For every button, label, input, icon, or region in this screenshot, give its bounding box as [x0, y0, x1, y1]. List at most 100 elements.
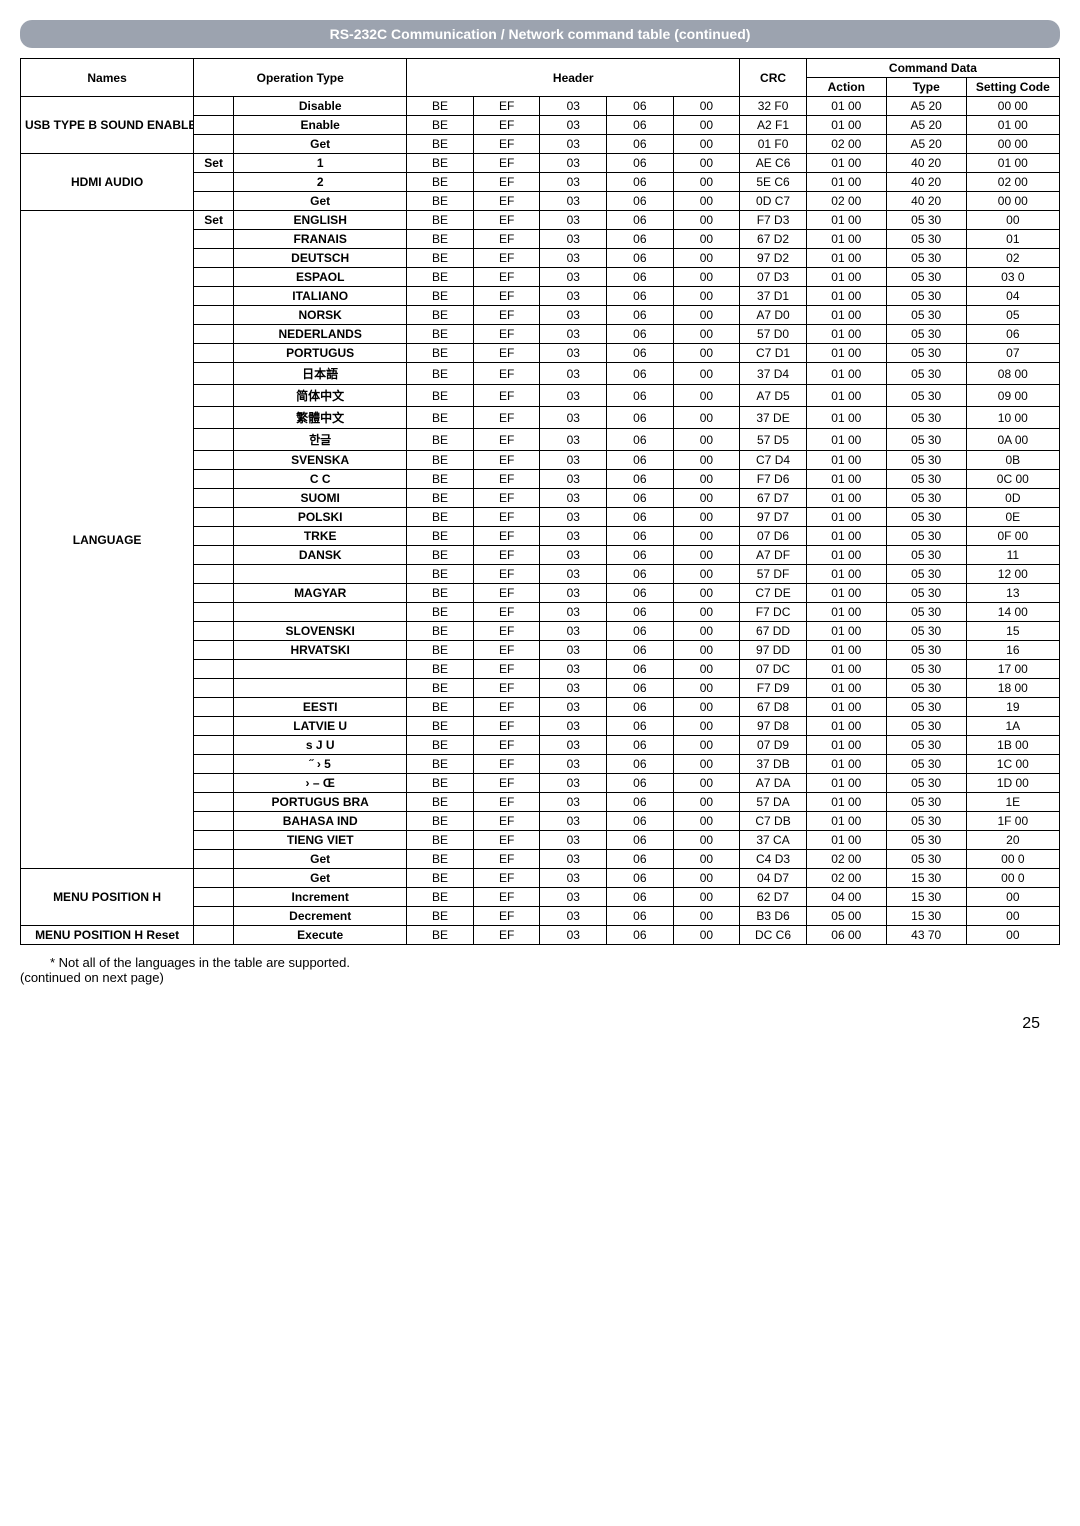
type-cell: 05 30 [886, 603, 966, 622]
type-cell: 05 30 [886, 249, 966, 268]
header-byte-cell: 06 [607, 603, 674, 622]
header-byte-cell: 00 [673, 717, 740, 736]
action-cell: 02 00 [806, 192, 886, 211]
operation-cell: HRVATSKI [234, 641, 407, 660]
operation-cell: Execute [234, 926, 407, 945]
type-cell: 05 30 [886, 325, 966, 344]
action-cell: 01 00 [806, 622, 886, 641]
header-byte-cell: 06 [607, 325, 674, 344]
operation-cell: 2 [234, 173, 407, 192]
setting-cell: 00 [966, 926, 1059, 945]
header-byte-cell: BE [407, 287, 474, 306]
sub-cell [194, 344, 234, 363]
group-name-cell: HDMI AUDIO [21, 154, 194, 211]
header-byte-cell: 06 [607, 926, 674, 945]
setting-cell: 18 00 [966, 679, 1059, 698]
crc-cell: 5E C6 [740, 173, 807, 192]
header-byte-cell: 03 [540, 926, 607, 945]
operation-cell: Decrement [234, 907, 407, 926]
crc-cell: C7 DB [740, 812, 807, 831]
header-byte-cell: BE [407, 268, 474, 287]
type-cell: A5 20 [886, 97, 966, 116]
action-cell: 01 00 [806, 831, 886, 850]
header-byte-cell: 06 [607, 470, 674, 489]
crc-cell: F7 D3 [740, 211, 807, 230]
header-byte-cell: 06 [607, 869, 674, 888]
setting-cell: 0C 00 [966, 470, 1059, 489]
setting-cell: 12 00 [966, 565, 1059, 584]
action-cell: 01 00 [806, 154, 886, 173]
crc-cell: 07 D9 [740, 736, 807, 755]
header-byte-cell: 06 [607, 508, 674, 527]
operation-cell: 日本語 [234, 363, 407, 385]
header-byte-cell: BE [407, 230, 474, 249]
crc-cell: 67 D7 [740, 489, 807, 508]
header-byte-cell: BE [407, 603, 474, 622]
header-byte-cell: BE [407, 249, 474, 268]
sub-cell [194, 363, 234, 385]
setting-cell: 11 [966, 546, 1059, 565]
header-byte-cell: 00 [673, 325, 740, 344]
header-byte-cell: 03 [540, 584, 607, 603]
header-byte-cell: EF [473, 268, 540, 287]
header-byte-cell: 06 [607, 527, 674, 546]
group-name-cell: USB TYPE B SOUND ENABLE [21, 97, 194, 154]
action-cell: 01 00 [806, 793, 886, 812]
header-byte-cell: 06 [607, 831, 674, 850]
operation-cell: 한글 [234, 429, 407, 451]
header-byte-cell: BE [407, 116, 474, 135]
header-byte-cell: 00 [673, 385, 740, 407]
header-byte-cell: 03 [540, 489, 607, 508]
action-cell: 01 00 [806, 230, 886, 249]
setting-cell: 00 [966, 888, 1059, 907]
action-cell: 01 00 [806, 97, 886, 116]
header-byte-cell: EF [473, 812, 540, 831]
operation-cell: TIENG VIET [234, 831, 407, 850]
header-byte-cell: 03 [540, 888, 607, 907]
type-cell: 05 30 [886, 385, 966, 407]
action-cell: 01 00 [806, 249, 886, 268]
sub-cell [194, 888, 234, 907]
crc-cell: 67 D8 [740, 698, 807, 717]
header-byte-cell: EF [473, 249, 540, 268]
header-byte-cell: EF [473, 736, 540, 755]
header-byte-cell: 03 [540, 325, 607, 344]
header-byte-cell: BE [407, 344, 474, 363]
header-byte-cell: 03 [540, 831, 607, 850]
header-byte-cell: 00 [673, 192, 740, 211]
header-byte-cell: 00 [673, 850, 740, 869]
operation-cell [234, 603, 407, 622]
operation-cell: TRKE [234, 527, 407, 546]
header-byte-cell: EF [473, 385, 540, 407]
header-byte-cell: 06 [607, 660, 674, 679]
type-cell: 05 30 [886, 812, 966, 831]
header-byte-cell: 00 [673, 287, 740, 306]
operation-cell: SVENSKA [234, 451, 407, 470]
header-byte-cell: EF [473, 97, 540, 116]
header-byte-cell: EF [473, 869, 540, 888]
header-byte-cell: EF [473, 888, 540, 907]
type-cell: 05 30 [886, 831, 966, 850]
header-byte-cell: EF [473, 584, 540, 603]
header-byte-cell: 00 [673, 268, 740, 287]
header-byte-cell: 06 [607, 584, 674, 603]
header-byte-cell: 03 [540, 907, 607, 926]
page-number: 25 [20, 1015, 1060, 1033]
sub-cell [194, 546, 234, 565]
type-cell: 05 30 [886, 268, 966, 287]
type-cell: 05 30 [886, 641, 966, 660]
header-byte-cell: EF [473, 850, 540, 869]
sub-cell [194, 249, 234, 268]
header-byte-cell: BE [407, 546, 474, 565]
header-byte-cell: 03 [540, 603, 607, 622]
header-byte-cell: 06 [607, 97, 674, 116]
action-cell: 01 00 [806, 546, 886, 565]
header-byte-cell: 06 [607, 850, 674, 869]
header-byte-cell: EF [473, 527, 540, 546]
header-byte-cell: 00 [673, 812, 740, 831]
setting-cell: 1E [966, 793, 1059, 812]
operation-cell: ITALIANO [234, 287, 407, 306]
header-byte-cell: EF [473, 192, 540, 211]
type-cell: 05 30 [886, 698, 966, 717]
header-byte-cell: BE [407, 679, 474, 698]
